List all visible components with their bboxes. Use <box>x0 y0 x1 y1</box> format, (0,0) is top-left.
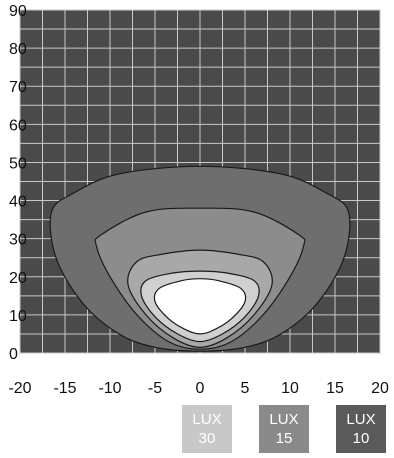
x-tick-label: 15 <box>326 380 344 397</box>
legend-lux-15: LUX 15 <box>259 405 309 453</box>
legend-lux-10-value: 10 <box>352 430 370 447</box>
x-tick-label: 10 <box>281 380 299 397</box>
x-tick-label: 0 <box>196 380 205 397</box>
legend-lux-10: LUX 10 <box>336 405 386 453</box>
x-tick-label: -5 <box>148 380 162 397</box>
y-tick-label: 80 <box>9 41 27 58</box>
y-tick-label: 40 <box>9 194 27 211</box>
y-tick-label: 70 <box>9 79 27 96</box>
x-tick-label: -15 <box>53 380 76 397</box>
legend-lux-30-value: 30 <box>198 430 216 447</box>
y-tick-label: 30 <box>9 232 27 249</box>
y-axis-ticks: 0 10 20 30 40 50 60 70 80 90 <box>9 3 27 363</box>
x-axis-ticks: -20 -15 -10 -5 0 5 10 15 20 <box>8 380 389 397</box>
legend-lux-30-label: LUX <box>192 411 222 428</box>
contour-area-5 <box>153 278 247 335</box>
x-tick-label: 20 <box>371 380 389 397</box>
y-tick-label: 90 <box>9 3 27 20</box>
legend-lux-15-label: LUX <box>269 411 299 428</box>
y-tick-label: 20 <box>9 270 27 287</box>
y-tick-label: 0 <box>9 346 18 363</box>
x-tick-label: -20 <box>8 380 31 397</box>
illuminance-chart: 0 10 20 30 40 50 60 70 80 90 -20 -15 -10 -5 0 5 10 15 20 <box>8 3 389 397</box>
y-tick-label: 50 <box>9 155 27 172</box>
contour-series <box>49 165 351 352</box>
y-tick-label: 60 <box>9 117 27 134</box>
x-tick-label: 5 <box>241 380 250 397</box>
legend-lux-15-value: 15 <box>275 430 293 447</box>
legend-lux-10-label: LUX <box>346 411 376 428</box>
y-tick-label: 10 <box>9 308 27 325</box>
legend-lux-30: LUX 30 <box>182 405 232 453</box>
x-tick-label: -10 <box>98 380 121 397</box>
